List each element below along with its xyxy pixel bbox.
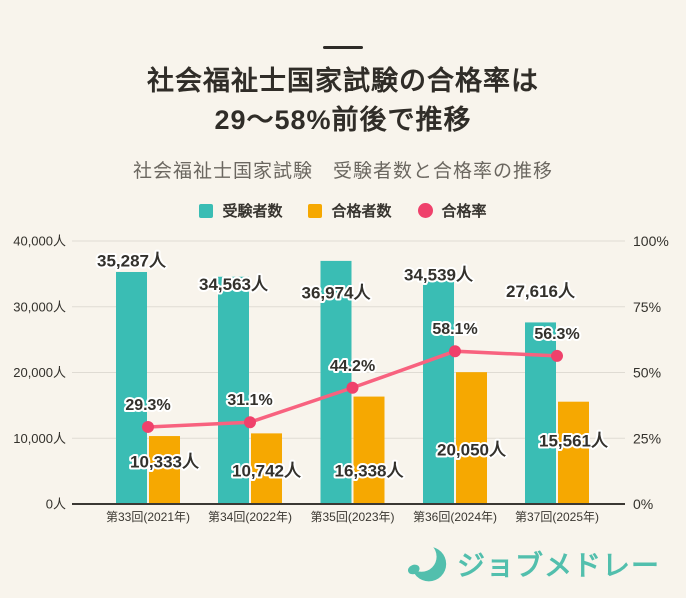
- passers-bar-1: [251, 433, 282, 504]
- jobmedley-logo: ジョブメドレー: [406, 543, 660, 585]
- chart-area: 0人 10,000人 20,000人 30,000人 40,000人 0% 25% 50% 75…: [0, 228, 686, 540]
- pass-rate-label-4: 56.3%: [534, 326, 579, 343]
- pass-rate-dot-3: [449, 345, 461, 358]
- examinees-value-label-1: 34,563人: [199, 275, 269, 294]
- pass-rate-dot-0: [142, 420, 154, 433]
- jobmedley-logo-text: ジョブメドレー: [456, 550, 660, 581]
- x-axis-label-3: 第36回(2024年): [413, 510, 497, 524]
- examinees-bar-4: [525, 322, 556, 504]
- x-axis-label-0: 第33回(2021年): [106, 510, 190, 524]
- percent-axis-label: 75%: [633, 299, 661, 315]
- percent-axis-label: 100%: [633, 233, 669, 249]
- x-axis-label-1: 第34回(2022年): [208, 510, 292, 524]
- examinees-bar-0: [116, 271, 147, 504]
- passers-bar-4: [558, 401, 589, 504]
- y-axis-label: 40,000人: [13, 234, 66, 249]
- percent-axis-label: 0%: [633, 496, 653, 512]
- x-axis-label-4: 第37回(2025年): [515, 510, 599, 524]
- passers-swatch-icon: [308, 203, 323, 218]
- chart-legend: 受験者数 合格者数 合格率: [0, 200, 686, 221]
- pass-rate-swatch-icon: [417, 203, 433, 218]
- legend-item-passers: 合格者数: [308, 200, 392, 221]
- examinees-bar-2: [320, 260, 352, 504]
- pass-rate-dot-1: [244, 416, 256, 429]
- examinees-value-label-3: 34,539人: [404, 265, 474, 284]
- examinees-value-label-0: 35,287人: [97, 251, 167, 270]
- title-line-1: 社会福祉士国家試験の合格率は: [147, 66, 539, 96]
- pass-rate-dot-4: [551, 349, 563, 362]
- passers-value-label-3: 20,050人: [437, 441, 507, 460]
- legend-item-pass-rate: 合格率: [417, 200, 487, 221]
- pass-rate-dot-2: [346, 381, 359, 394]
- pass-rate-label-3: 58.1%: [432, 321, 477, 338]
- passers-bar-3: [456, 372, 487, 504]
- passers-value-label-1: 10,742人: [232, 462, 302, 481]
- legend-label-examinees: 受験者数: [222, 203, 283, 220]
- y-axis-label: 30,000人: [13, 299, 66, 314]
- pass-rate-label-1: 31.1%: [227, 392, 272, 409]
- chart-subtitle: 社会福祉士国家試験 受験者数と合格率の推移: [132, 161, 553, 182]
- y-axis-label: 20,000人: [13, 365, 66, 380]
- pass-rate-label-2: 44.2%: [330, 358, 375, 375]
- legend-label-pass-rate: 合格率: [441, 203, 487, 220]
- examinees-value-label-2: 36,974人: [302, 283, 372, 302]
- passers-bar-0: [149, 436, 180, 504]
- passers-bar-2: [353, 396, 385, 504]
- passers-value-label-2: 16,338人: [335, 462, 405, 481]
- x-axis-label-2: 第35回(2023年): [310, 510, 394, 524]
- pass-rate-label-0: 29.3%: [125, 397, 170, 414]
- percent-axis-label: 50%: [633, 365, 661, 381]
- examinees-value-label-4: 27,616人: [506, 282, 576, 301]
- title-line-2: 29～58%前後で推移: [214, 105, 472, 135]
- title-dash: [323, 46, 363, 49]
- passers-value-label-0: 10,333人: [130, 453, 200, 472]
- y-axis-label: 10,000人: [13, 431, 66, 446]
- examinees-swatch-icon: [199, 203, 214, 218]
- page-title: 社会福祉士国家試験の合格率は 29～58%前後で推移: [0, 62, 686, 140]
- percent-axis-label: 25%: [633, 430, 661, 446]
- legend-label-passers: 合格者数: [331, 203, 392, 220]
- legend-item-examinees: 受験者数: [199, 200, 282, 221]
- examinees-bar-3: [423, 276, 454, 504]
- examinees-bar-1: [218, 276, 249, 504]
- y-axis-label: 0人: [46, 497, 66, 512]
- combo-chart: 0人 10,000人 20,000人 30,000人 40,000人 0% 25% 50% 75…: [13, 233, 669, 524]
- passers-value-label-4: 15,561人: [539, 432, 609, 451]
- jobmedley-logo-icon: [406, 543, 447, 582]
